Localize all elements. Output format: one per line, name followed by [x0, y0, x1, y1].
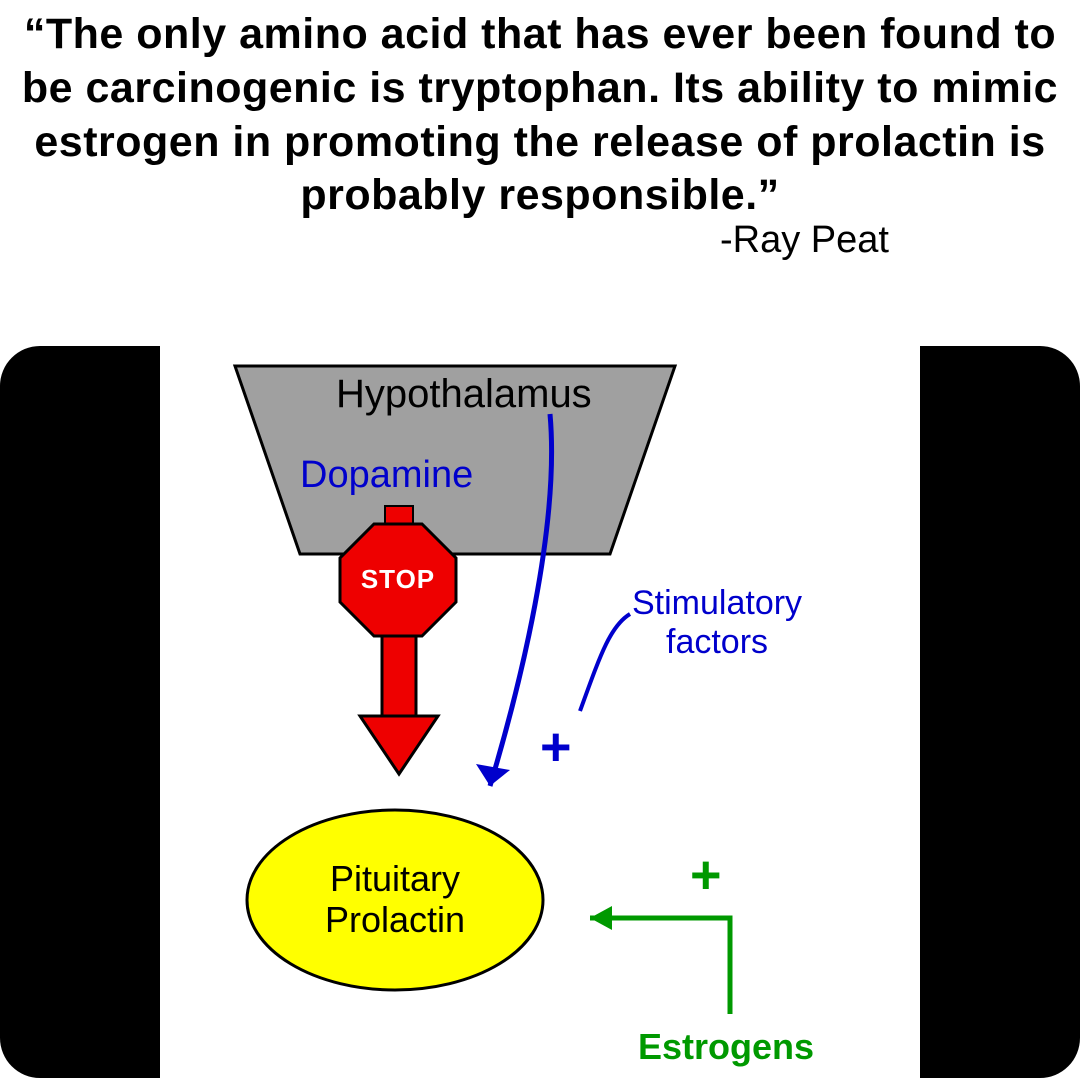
plus-blue-icon: +	[540, 716, 572, 778]
pituitary-label: Pituitary Prolactin	[320, 858, 470, 941]
pituitary-line1: Pituitary	[330, 858, 460, 899]
blue-label-curve	[580, 614, 630, 711]
plus-green-icon: +	[690, 844, 722, 906]
red-arrow-head	[360, 716, 438, 774]
stimulatory-line1: Stimulatory	[632, 584, 802, 622]
stimulatory-line2: factors	[666, 623, 768, 661]
green-arrow-head	[590, 906, 612, 930]
quote-text: “The only amino acid that has ever been …	[0, 0, 1080, 223]
hypothalamus-label: Hypothalamus	[336, 372, 592, 417]
green-arrow-edge	[590, 918, 730, 1014]
diagram-frame: Hypothalamus Dopamine STOP Stimulatory f…	[0, 346, 1080, 1078]
stop-label: STOP	[358, 564, 438, 595]
diagram-canvas: Hypothalamus Dopamine STOP Stimulatory f…	[160, 346, 920, 1078]
pituitary-line2: Prolactin	[325, 899, 465, 940]
blue-curve-arrowhead	[476, 764, 510, 786]
diagram-svg	[160, 346, 920, 1078]
quote-attribution: -Ray Peat	[0, 219, 1080, 262]
red-arrow-shaft	[382, 636, 416, 718]
estrogens-label: Estrogens	[638, 1026, 814, 1068]
dopamine-label: Dopamine	[300, 454, 473, 497]
stimulatory-label: Stimulatory factors	[632, 584, 802, 662]
